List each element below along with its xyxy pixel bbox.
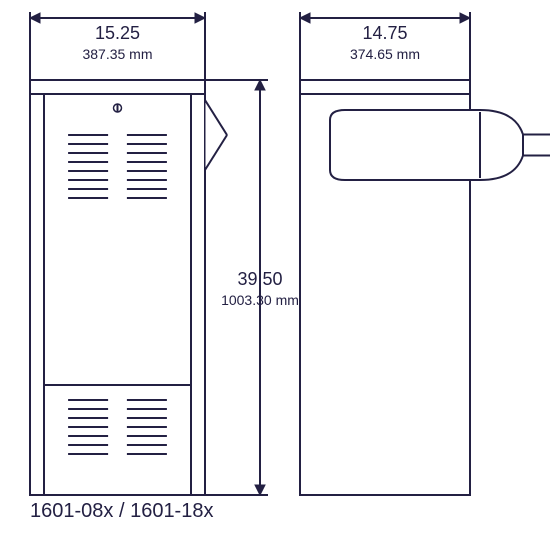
- dim-height-label: 39.50 1003.30 mm: [215, 270, 305, 310]
- dim-right-label: 14.75 374.65 mm: [300, 24, 470, 64]
- dim-left-mm: 387.35 mm: [82, 46, 152, 62]
- dim-left-label: 15.25 387.35 mm: [30, 24, 205, 64]
- dim-right-mm: 374.65 mm: [350, 46, 420, 62]
- dim-height-inches: 39.50: [237, 269, 282, 289]
- dim-height-mm: 1003.30 mm: [221, 292, 299, 308]
- dim-left-inches: 15.25: [95, 23, 140, 43]
- model-label: 1601-08x / 1601-18x: [30, 500, 213, 523]
- dim-right-inches: 14.75: [362, 23, 407, 43]
